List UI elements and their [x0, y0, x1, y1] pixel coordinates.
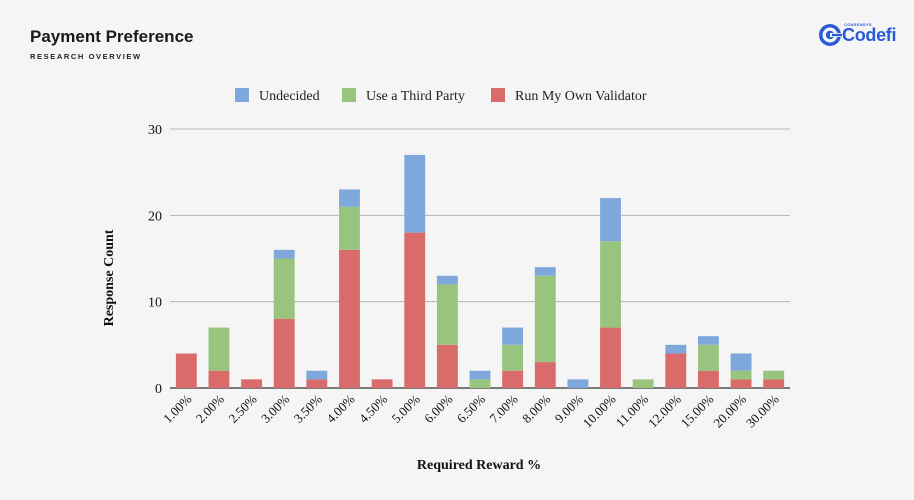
x-tick-label: 3.00% — [258, 391, 292, 425]
y-axis-ticks: 0 10 20 30 — [148, 123, 162, 397]
bar-segment-run-my-own-validator — [241, 379, 263, 388]
bar-segment-run-my-own-validator — [175, 353, 197, 388]
x-tick-label: 4.00% — [323, 391, 357, 425]
y-tick-label: 20 — [148, 209, 162, 224]
x-tick-label: 4.50% — [356, 391, 390, 425]
bar-segment-use-a-third-party — [697, 344, 719, 371]
y-axis-label: Response Count — [102, 229, 117, 326]
x-tick-label: 8.00% — [519, 391, 553, 425]
bar-segment-run-my-own-validator — [306, 379, 328, 388]
bar-segment-run-my-own-validator — [273, 318, 295, 388]
x-tick-label: 20.00% — [710, 391, 749, 430]
bar-segment-use-a-third-party — [632, 379, 654, 388]
x-tick-label: 12.00% — [645, 391, 684, 430]
legend-swatch — [235, 88, 249, 102]
bar-segment-undecided — [502, 327, 524, 345]
chart-gridlines — [170, 128, 790, 389]
y-tick-label: 10 — [148, 296, 162, 311]
bar-segment-run-my-own-validator — [436, 344, 458, 388]
bar-segment-undecided — [404, 154, 426, 233]
bar-segment-run-my-own-validator — [600, 327, 621, 388]
bar-segment-undecided — [273, 249, 295, 259]
y-tick-label: 0 — [155, 382, 162, 397]
bar-segment-use-a-third-party — [469, 379, 491, 388]
bar-segment-use-a-third-party — [730, 370, 752, 380]
bar-segment-run-my-own-validator — [339, 249, 360, 388]
y-tick-label: 30 — [148, 123, 162, 138]
bar-segment-run-my-own-validator — [697, 370, 719, 388]
x-tick-label: 6.50% — [454, 391, 488, 425]
bar-segment-undecided — [697, 336, 719, 345]
bar-segment-use-a-third-party — [502, 344, 524, 371]
bar-segment-undecided — [436, 275, 458, 285]
bar-segment-use-a-third-party — [273, 258, 295, 319]
bar-segment-undecided — [665, 344, 687, 354]
bar-segment-run-my-own-validator — [502, 370, 524, 388]
bar-segment-use-a-third-party — [534, 275, 556, 363]
codefi-logo: CONSENSYS Codefi — [818, 21, 898, 49]
bar-segment-undecided — [339, 189, 360, 207]
x-tick-label: 5.00% — [388, 391, 422, 425]
chart-bars — [175, 154, 785, 388]
bar-segment-run-my-own-validator — [665, 353, 687, 388]
bar-segment-run-my-own-validator — [730, 379, 752, 388]
bar-segment-undecided — [534, 267, 556, 276]
bar-segment-run-my-own-validator — [404, 232, 426, 388]
codefi-logo-icon — [819, 24, 842, 46]
x-tick-label: 1.00% — [160, 391, 194, 425]
x-tick-label: 6.00% — [421, 391, 455, 425]
x-tick-label: 11.00% — [613, 391, 652, 430]
bar-segment-undecided — [469, 370, 491, 380]
bar-segment-run-my-own-validator — [208, 370, 230, 388]
bar-segment-use-a-third-party — [208, 327, 230, 371]
bar-segment-run-my-own-validator — [534, 362, 556, 388]
x-tick-label: 30.00% — [743, 391, 782, 430]
bar-segment-use-a-third-party — [436, 284, 458, 345]
codefi-wordmark: Codefi — [842, 25, 897, 45]
x-tick-label: 2.50% — [225, 391, 259, 425]
x-tick-label: 3.50% — [291, 391, 325, 425]
legend-label: Use a Third Party — [366, 89, 465, 104]
bar-segment-undecided — [730, 353, 752, 371]
consensys-label: CONSENSYS — [844, 22, 872, 27]
bar-segment-run-my-own-validator — [763, 379, 785, 388]
bar-segment-undecided — [306, 370, 328, 380]
x-tick-label: 2.00% — [193, 391, 227, 425]
bar-segment-run-my-own-validator — [371, 379, 393, 388]
page-title: Payment Preference — [30, 27, 194, 46]
x-axis-label: Required Reward % — [417, 458, 541, 473]
legend-swatch — [342, 88, 356, 102]
x-tick-label: 10.00% — [580, 391, 619, 430]
page-subtitle: RESEARCH OVERVIEW — [30, 52, 142, 61]
x-axis-ticks: 1.00%2.00%2.50%3.00%3.50%4.00%4.50%5.00%… — [160, 391, 782, 430]
bar-segment-undecided — [567, 379, 589, 388]
chart-legend: Undecided Use a Third Party Run My Own Val… — [235, 88, 647, 104]
x-tick-label: 15.00% — [678, 391, 717, 430]
bar-segment-undecided — [600, 198, 621, 242]
bar-segment-use-a-third-party — [600, 241, 621, 328]
bar-segment-use-a-third-party — [763, 370, 785, 380]
legend-label: Undecided — [259, 89, 320, 104]
x-tick-label: 7.00% — [486, 391, 520, 425]
legend-swatch — [491, 88, 505, 102]
bar-segment-use-a-third-party — [339, 206, 360, 250]
legend-label: Run My Own Validator — [515, 89, 647, 104]
